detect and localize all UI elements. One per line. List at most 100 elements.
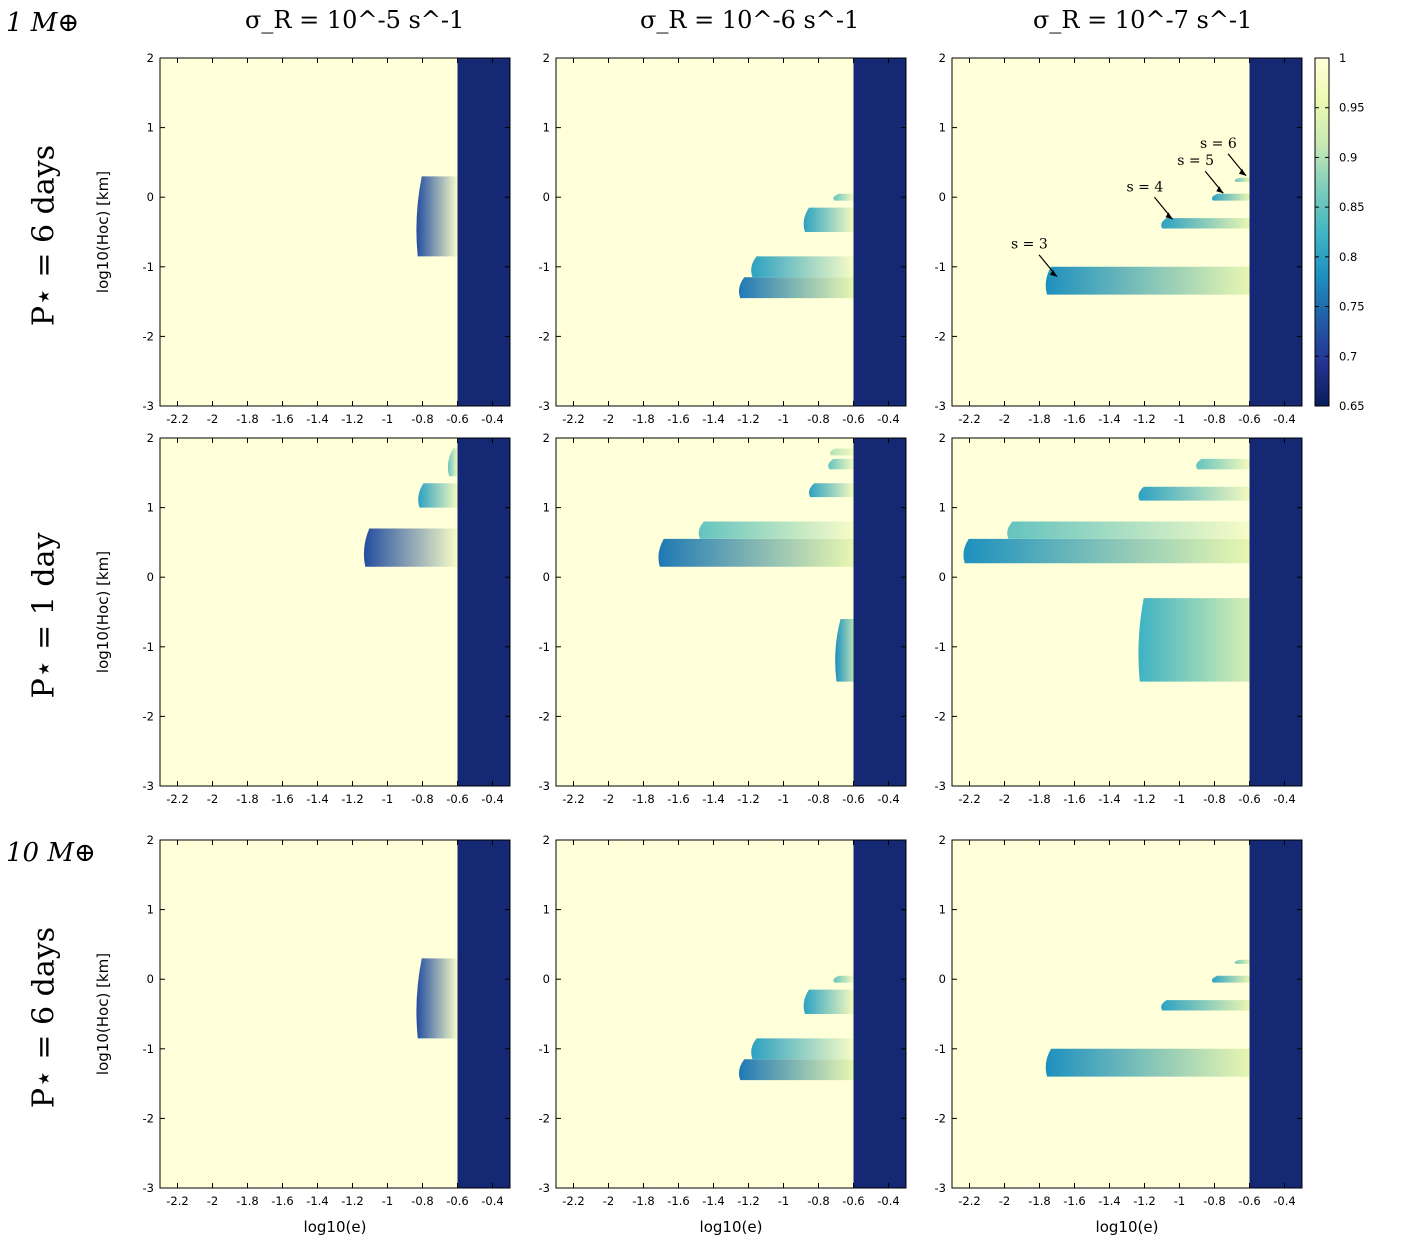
x-tick-label: -0.6 — [1238, 412, 1260, 426]
y-tick-label: 1 — [939, 903, 946, 917]
y-tick-label: 0 — [939, 570, 946, 584]
annotation-arrowhead — [1165, 212, 1173, 220]
resonance-band — [416, 176, 458, 257]
x-tick-label: -1.2 — [341, 792, 363, 806]
region-circular — [952, 840, 1302, 1188]
y-tick-label: -3 — [143, 1181, 154, 1195]
x-tick-label: -1.6 — [667, 1194, 689, 1208]
panel-frame — [159, 839, 511, 1189]
x-tick-label: -0.8 — [807, 792, 829, 806]
panel-r1-c3: 2 1 0 -1 -2 -3 -2.2 -2 -1.8 -1.6 -1.4 -1.2 -1 -0.8 -0.… — [935, 51, 1303, 426]
x-tick-label: -1.6 — [271, 792, 293, 806]
x-tick-label: -1.2 — [1133, 792, 1155, 806]
x-tick-label: -1 — [778, 792, 789, 806]
x-tick-label: -2.2 — [166, 412, 188, 426]
y-tick-label: -1 — [539, 260, 550, 274]
region-eccentric — [457, 58, 510, 406]
x-tick-label: -2 — [207, 412, 218, 426]
resonance-band — [1161, 1000, 1250, 1011]
y-tick-label: 2 — [939, 833, 946, 847]
y-axis-label: log10(Hoc) [km] — [94, 953, 112, 1075]
x-tick-label: -2 — [603, 1194, 614, 1208]
y-tick-label: 0 — [147, 972, 154, 986]
colorbar-tick-label: 0.9 — [1339, 150, 1357, 164]
region-eccentric — [1249, 438, 1302, 786]
resonance-band — [829, 448, 854, 456]
resonance-band — [963, 538, 1250, 564]
resonance-band — [1234, 959, 1250, 964]
x-tick-label: -1.8 — [236, 1194, 258, 1208]
x-tick-label: -1.4 — [702, 792, 724, 806]
x-tick-label: -1.8 — [236, 792, 258, 806]
colorbar-tick-label: 0.85 — [1339, 200, 1365, 214]
y-tick-label: -3 — [539, 1181, 550, 1195]
colorbar-tick-label: 0.7 — [1339, 349, 1357, 363]
y-tick-label: 0 — [543, 190, 550, 204]
y-tick-label: -3 — [143, 779, 154, 793]
resonance-band — [738, 277, 854, 299]
panel-r3-c1: 2 1 0 -1 -2 -3 -2.2 -2 -1.8 -1.6 -1.4 -1.2 -1 -0.8 -0.… — [94, 833, 511, 1236]
x-tick-label: -2.2 — [562, 1194, 584, 1208]
x-tick-label: -2.2 — [958, 412, 980, 426]
resonance-band — [363, 528, 458, 567]
region-circular — [952, 58, 1302, 406]
x-tick-label: -2 — [207, 1194, 218, 1208]
colorbar-tick-label: 1 — [1339, 51, 1346, 65]
y-tick-label: 1 — [543, 903, 550, 917]
resonance-band — [1007, 521, 1250, 539]
y-tick-label: -3 — [539, 399, 550, 413]
resonance-band — [447, 448, 458, 477]
y-tick-label: -1 — [143, 260, 154, 274]
x-tick-label: -0.6 — [446, 412, 468, 426]
y-tick-label: 1 — [543, 501, 550, 515]
x-tick-label: -1.8 — [632, 1194, 654, 1208]
column-title-2: σ_R = 10^-6 s^-1 — [640, 6, 860, 34]
x-tick-label: -1 — [382, 412, 393, 426]
x-tick-label: -0.4 — [481, 1194, 503, 1208]
y-tick-label: -2 — [539, 1111, 550, 1125]
x-tick-label: -1.8 — [632, 412, 654, 426]
y-tick-label: -2 — [539, 329, 550, 343]
panel-r3-c3: 2 1 0 -1 -2 -3 -2.2 -2 -1.8 -1.6 -1.4 -1.2 -1 -0.8 -0.… — [935, 833, 1303, 1236]
resonance-band — [1211, 193, 1250, 201]
y-tick-label: 2 — [147, 51, 154, 65]
annotation-arrowhead — [1216, 186, 1224, 194]
panel-r2-c3: 2 1 0 -1 -2 -3 -2.2 -2 -1.8 -1.6 -1.4 -1.2 -1 -0.8 -0.… — [935, 431, 1303, 806]
y-tick-label: -1 — [935, 640, 946, 654]
panel-frame — [555, 57, 907, 407]
annotation-label: s = 3 — [1011, 237, 1048, 253]
x-tick-label: -1.2 — [737, 412, 759, 426]
y-tick-label: 2 — [939, 431, 946, 445]
x-axis-label: log10(e) — [700, 1218, 763, 1236]
x-tick-label: -0.6 — [446, 792, 468, 806]
mass-label-1: 1 M⊕ — [6, 8, 80, 38]
x-tick-label: -0.6 — [1238, 792, 1260, 806]
x-tick-label: -1.4 — [306, 792, 328, 806]
colorbar-tick-label: 0.8 — [1339, 250, 1357, 264]
panel-r2-c1: 2 1 0 -1 -2 -3 -2.2 -2 -1.8 -1.6 -1.4 -1.2 -1 -0.8 -0.… — [94, 431, 511, 806]
resonance-band — [1161, 218, 1250, 229]
region-eccentric — [457, 438, 510, 786]
annotation-label: s = 6 — [1200, 136, 1237, 152]
x-tick-label: -1.2 — [341, 412, 363, 426]
y-tick-label: 2 — [543, 431, 550, 445]
panel-frame — [555, 839, 907, 1189]
y-axis-label: log10(Hoc) [km] — [94, 551, 112, 673]
y-tick-label: 2 — [147, 833, 154, 847]
x-tick-label: -0.6 — [446, 1194, 468, 1208]
x-tick-label: -0.4 — [877, 412, 899, 426]
x-tick-label: -1.8 — [632, 792, 654, 806]
x-tick-label: -1.4 — [1098, 792, 1120, 806]
resonance-band — [416, 958, 458, 1039]
x-tick-label: -0.6 — [842, 792, 864, 806]
y-tick-label: -2 — [143, 709, 154, 723]
x-tick-label: -1 — [1174, 412, 1185, 426]
region-eccentric — [1249, 58, 1302, 406]
x-tick-label: -1.4 — [702, 1194, 724, 1208]
x-tick-label: -2.2 — [562, 412, 584, 426]
x-tick-label: -0.8 — [1203, 1194, 1225, 1208]
x-tick-label: -0.8 — [411, 412, 433, 426]
resonance-band — [833, 193, 854, 201]
x-tick-label: -1.6 — [1063, 792, 1085, 806]
